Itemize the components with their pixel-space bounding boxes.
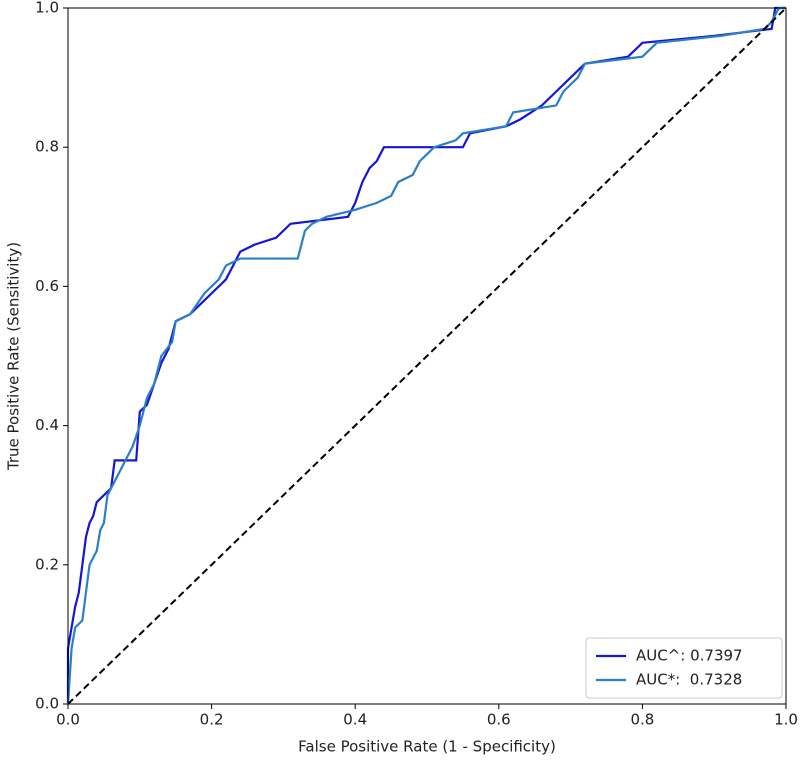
x-tick-label: 1.0 <box>774 711 798 729</box>
y-axis-label: True Positive Rate (Sensitivity) <box>5 242 23 471</box>
y-tick-label: 0.8 <box>35 138 59 156</box>
x-tick-label: 0.6 <box>487 711 511 729</box>
y-tick-label: 1.0 <box>35 0 59 17</box>
legend-box <box>585 637 783 699</box>
plot-frame <box>67 7 787 705</box>
roc-line <box>66 6 786 704</box>
x-tick-label: 0.0 <box>56 711 80 729</box>
legend-label: AUC^: 0.7397 <box>636 647 743 665</box>
x-tick-label: 0.2 <box>200 711 224 729</box>
x-axis-label: False Positive Rate (1 - Specificity) <box>298 738 556 756</box>
x-tick-label: 0.8 <box>630 711 654 729</box>
diagonal-line <box>67 7 787 705</box>
y-tick-label: 0.4 <box>35 416 59 434</box>
y-tick-label: 0.6 <box>35 277 59 295</box>
roc-line <box>66 6 786 705</box>
x-tick-label: 0.4 <box>343 711 367 729</box>
y-tick-label: 0.2 <box>35 555 59 573</box>
legend-label: AUC*: 0.7328 <box>636 671 742 689</box>
y-tick-label: 0.0 <box>35 695 59 713</box>
